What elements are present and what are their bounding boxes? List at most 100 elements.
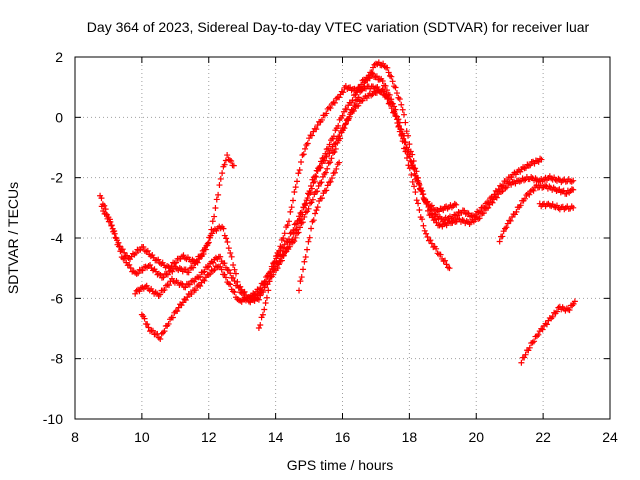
- data-point: [342, 121, 349, 128]
- data-point: [228, 253, 235, 260]
- data-point: [416, 207, 423, 213]
- data-marks: [97, 59, 578, 366]
- data-point: [243, 297, 250, 304]
- data-point: [277, 247, 284, 254]
- data-point: [298, 209, 305, 216]
- data-point: [290, 197, 297, 204]
- data-point: [207, 270, 214, 277]
- data-point: [185, 269, 192, 276]
- data-point: [221, 260, 228, 267]
- data-point: [286, 218, 292, 225]
- data-point: [286, 236, 292, 243]
- data-point: [406, 141, 413, 148]
- data-point: [281, 241, 288, 248]
- data-point: [212, 205, 219, 212]
- data-point: [169, 314, 176, 321]
- data-point: [165, 282, 172, 289]
- series-track-6: [296, 159, 343, 294]
- data-point: [327, 178, 334, 185]
- data-point: [396, 119, 403, 126]
- data-point: [216, 182, 223, 189]
- x-tick-label: 12: [201, 429, 217, 445]
- data-point: [345, 117, 352, 124]
- data-point: [302, 145, 309, 152]
- series-track-8: [536, 200, 577, 213]
- data-point: [257, 322, 264, 329]
- data-point: [530, 187, 537, 194]
- data-point: [412, 189, 419, 196]
- data-point: [188, 291, 195, 298]
- data-point: [393, 90, 400, 97]
- data-point: [263, 294, 270, 301]
- data-point: [117, 248, 124, 255]
- data-point: [398, 131, 405, 138]
- data-point: [231, 278, 238, 285]
- data-point: [408, 171, 415, 178]
- data-point: [538, 156, 545, 163]
- data-point: [210, 259, 217, 266]
- data-point: [331, 149, 338, 156]
- data-point: [322, 157, 329, 164]
- y-tick-label: -6: [51, 290, 64, 306]
- data-point: [403, 155, 410, 162]
- data-point: [521, 354, 528, 361]
- data-point: [399, 138, 406, 145]
- data-point: [480, 210, 487, 217]
- x-tick-label: 22: [535, 429, 551, 445]
- data-point: [204, 240, 211, 247]
- data-point: [301, 258, 308, 265]
- data-point: [227, 270, 234, 277]
- data-point: [355, 94, 362, 101]
- data-point: [314, 122, 321, 129]
- data-point: [328, 155, 335, 162]
- data-point: [389, 78, 396, 85]
- x-tick-label: 24: [602, 429, 618, 445]
- data-point: [157, 291, 164, 298]
- data-point: [339, 112, 346, 119]
- data-point: [230, 262, 237, 269]
- data-point: [288, 204, 295, 211]
- data-point: [522, 351, 529, 358]
- data-point: [144, 321, 151, 328]
- data-point: [307, 182, 314, 189]
- data-point: [333, 165, 340, 172]
- data-point: [173, 259, 180, 266]
- data-point: [226, 157, 233, 164]
- data-point: [197, 282, 204, 289]
- data-point: [262, 299, 269, 306]
- data-point: [318, 195, 325, 202]
- data-point: [280, 244, 287, 251]
- data-point: [343, 106, 350, 113]
- y-tick-label: -10: [43, 411, 63, 427]
- data-point: [331, 169, 338, 176]
- data-point: [410, 157, 417, 164]
- data-point: [327, 159, 334, 166]
- data-point: [305, 205, 312, 212]
- data-point: [147, 262, 154, 269]
- data-point: [324, 165, 331, 172]
- data-point: [232, 270, 239, 277]
- data-point: [425, 207, 432, 214]
- data-point: [531, 160, 538, 167]
- data-point: [416, 181, 423, 188]
- data-point: [270, 266, 277, 273]
- data-point: [213, 196, 220, 203]
- data-point: [513, 208, 520, 215]
- data-point: [161, 286, 168, 293]
- data-point: [389, 100, 396, 107]
- data-point: [257, 292, 264, 299]
- data-point: [103, 211, 110, 218]
- data-point: [453, 201, 460, 208]
- data-point: [395, 123, 402, 130]
- x-tick-label: 10: [134, 429, 150, 445]
- data-point: [503, 224, 510, 231]
- data-point: [437, 251, 444, 258]
- data-point: [423, 200, 430, 207]
- data-point: [485, 204, 492, 211]
- data-point: [412, 165, 419, 172]
- data-point: [306, 234, 313, 241]
- data-point: [527, 162, 534, 169]
- data-point: [338, 127, 345, 134]
- data-point: [297, 278, 304, 285]
- data-point: [396, 128, 403, 135]
